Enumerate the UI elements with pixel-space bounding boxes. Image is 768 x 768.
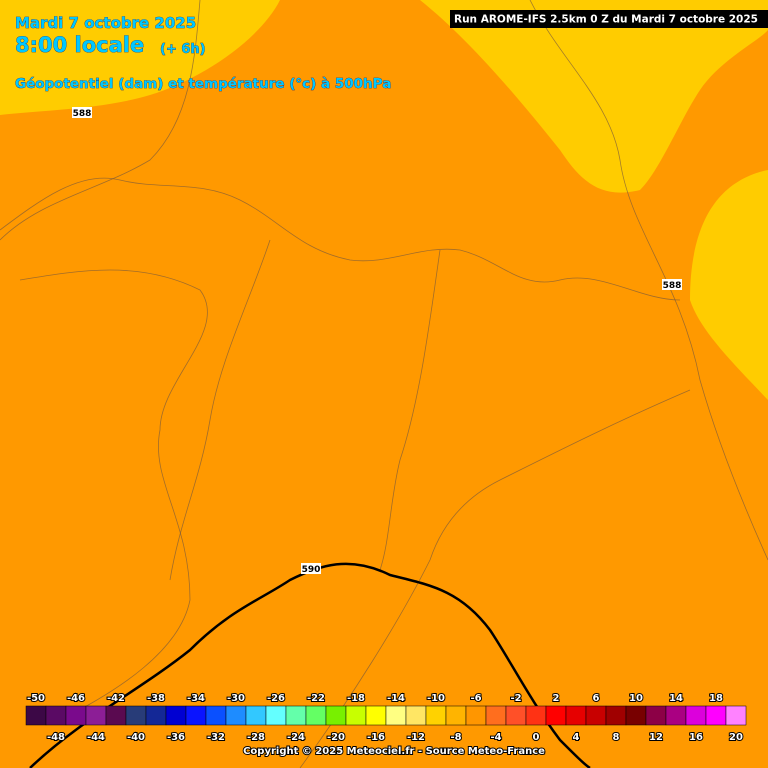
legend-swatch (465, 705, 487, 726)
legend-label: 12 (649, 732, 663, 743)
legend-swatch (245, 705, 267, 726)
border (0, 177, 681, 301)
legend-swatch (445, 705, 467, 726)
border (529, 0, 768, 561)
legend-label: -30 (227, 693, 245, 704)
legend-label: -10 (427, 693, 445, 704)
legend-swatch (485, 705, 507, 726)
legend-swatch (605, 705, 627, 726)
legend-swatch (365, 705, 387, 726)
legend-label: -50 (27, 693, 45, 704)
legend-swatch (65, 705, 87, 726)
run-box (450, 10, 768, 28)
legend-swatch (625, 705, 647, 726)
legend-swatch (225, 705, 247, 726)
legend-label: -22 (307, 693, 325, 704)
legend-label: -38 (147, 693, 165, 704)
legend-label: 14 (669, 693, 683, 704)
contour-label-box (301, 563, 321, 574)
contour-label: 588 (663, 281, 682, 291)
legend-label: 20 (729, 732, 743, 743)
legend-label: 4 (573, 732, 580, 743)
legend-label: -2 (510, 693, 521, 704)
legend-swatch (345, 705, 367, 726)
border (0, 0, 201, 241)
legend-swatch (305, 705, 327, 726)
legend-label: -34 (187, 693, 205, 704)
legend-label: -20 (327, 732, 345, 743)
legend-label: -4 (490, 732, 501, 743)
legend-swatch (565, 705, 587, 726)
legend-swatch (425, 705, 447, 726)
date: Mardi 7 octobre 2025 (15, 14, 196, 32)
legend-label: -18 (347, 693, 365, 704)
legend-label: -24 (287, 732, 305, 743)
cold-area (0, 0, 280, 115)
contour-label-box (72, 107, 92, 118)
field-title: Géopotentiel (dam) et température (°c) à… (15, 76, 391, 92)
legend-swatch (325, 705, 347, 726)
legend-swatch (585, 705, 607, 726)
legend-label: -8 (450, 732, 461, 743)
legend-swatch (545, 705, 567, 726)
legend-swatch (105, 705, 127, 726)
legend-label: -46 (67, 693, 85, 704)
legend-swatch (525, 705, 547, 726)
border (379, 249, 441, 571)
legend-label: 18 (709, 693, 723, 704)
legend-label: 10 (629, 693, 643, 704)
legend-swatch (385, 705, 407, 726)
contour-label: 590 (302, 565, 321, 575)
legend: -50-48-46-44-42-40-38-36-34-32-30-28-26-… (25, 692, 747, 744)
legend-swatch (205, 705, 227, 726)
legend-swatch (665, 705, 687, 726)
legend-label: -36 (167, 732, 185, 743)
legend-label: 16 (689, 732, 703, 743)
legend-label: -16 (367, 732, 385, 743)
legend-swatch (125, 705, 147, 726)
legend-label: -14 (387, 693, 405, 704)
legend-label: -40 (127, 732, 145, 743)
contour-label-box (662, 279, 682, 290)
lead-time: (+ 6h) (160, 42, 206, 57)
legend-label: 8 (613, 732, 620, 743)
legend-swatch (705, 705, 727, 726)
legend-swatch (265, 705, 287, 726)
legend-label: -32 (207, 732, 225, 743)
legend-swatch (165, 705, 187, 726)
legend-label: -42 (107, 693, 125, 704)
legend-label: 0 (533, 732, 540, 743)
legend-swatch (685, 705, 707, 726)
legend-swatch (185, 705, 207, 726)
legend-label: -12 (407, 732, 425, 743)
legend-label: -28 (247, 732, 265, 743)
legend-swatch (145, 705, 167, 726)
legend-swatch (505, 705, 527, 726)
legend-swatch (285, 705, 307, 726)
cold-area (420, 0, 768, 400)
legend-swatch (405, 705, 427, 726)
legend-swatch (725, 705, 747, 726)
border (19, 269, 208, 721)
legend-swatch (85, 705, 107, 726)
run-info: Run AROME-IFS 2.5km 0 Z du Mardi 7 octob… (454, 14, 758, 26)
border (299, 389, 691, 768)
legend-label: 2 (553, 693, 560, 704)
legend-label: -48 (47, 732, 65, 743)
border (169, 239, 271, 581)
legend-label: -6 (470, 693, 481, 704)
legend-label: 6 (593, 693, 600, 704)
legend-label: -44 (87, 732, 105, 743)
legend-swatch (25, 705, 47, 726)
legend-swatch (45, 705, 67, 726)
contour-label: 588 (73, 109, 92, 119)
copyright: Copyright © 2025 Meteociel.fr - Source M… (243, 746, 545, 757)
time: 8:00 locale (15, 33, 144, 57)
legend-swatch (645, 705, 667, 726)
legend-label: -26 (267, 693, 285, 704)
